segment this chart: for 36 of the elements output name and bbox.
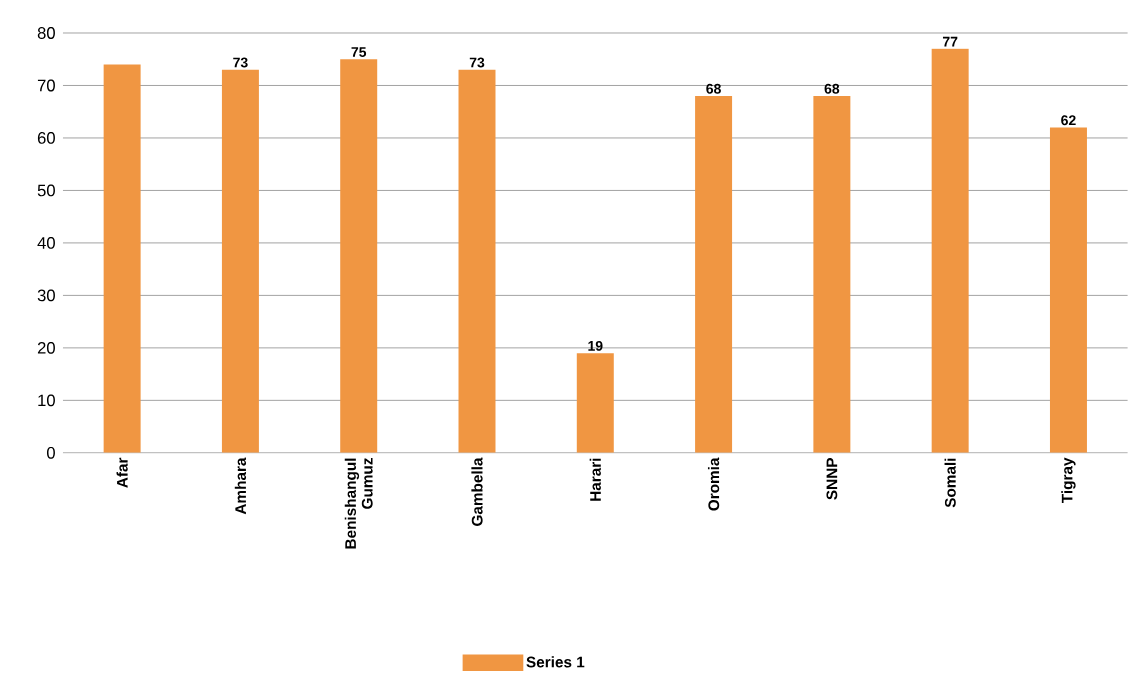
y-tick-label: 50 [37, 184, 55, 197]
legend-label: Series 1 [526, 656, 585, 668]
x-tick-label: Tigray [1061, 457, 1076, 504]
data-label: 68 [824, 83, 840, 94]
bar [340, 59, 378, 453]
data-label: 77 [942, 36, 958, 47]
x-tick-label: Oromia [707, 457, 720, 511]
data-label: 75 [351, 47, 367, 58]
y-tick-label: 0 [46, 447, 55, 459]
y-tick-label: 40 [37, 237, 55, 249]
data-label: 62 [1061, 115, 1076, 126]
y-tick-label: 80 [37, 27, 55, 40]
y-tick-label: 20 [37, 342, 55, 354]
bar [931, 48, 969, 453]
x-tick-label: SNNP [826, 458, 838, 500]
bar [813, 96, 851, 453]
data-label: 73 [469, 57, 485, 68]
bar [103, 64, 141, 453]
x-tick-label: Harari [589, 458, 601, 501]
bar [576, 353, 614, 453]
bar [221, 69, 259, 453]
data-label: 19 [588, 341, 603, 351]
bar [458, 69, 496, 453]
x-tick-label: Benishangul Gumuz [344, 458, 373, 549]
bar [695, 96, 733, 453]
x-tick-label: Somali [944, 458, 956, 508]
bar [1049, 127, 1087, 453]
y-tick-label: 60 [37, 132, 55, 144]
y-tick-label: 10 [38, 394, 55, 407]
data-label: 73 [233, 57, 248, 68]
y-tick-label: 30 [37, 289, 55, 302]
x-tick-label: Amhara [234, 457, 247, 515]
x-tick-label: Afar [116, 457, 128, 488]
y-tick-label: 70 [37, 79, 55, 92]
data-label: 68 [706, 83, 721, 94]
x-tick-label: Gambella [471, 457, 483, 527]
